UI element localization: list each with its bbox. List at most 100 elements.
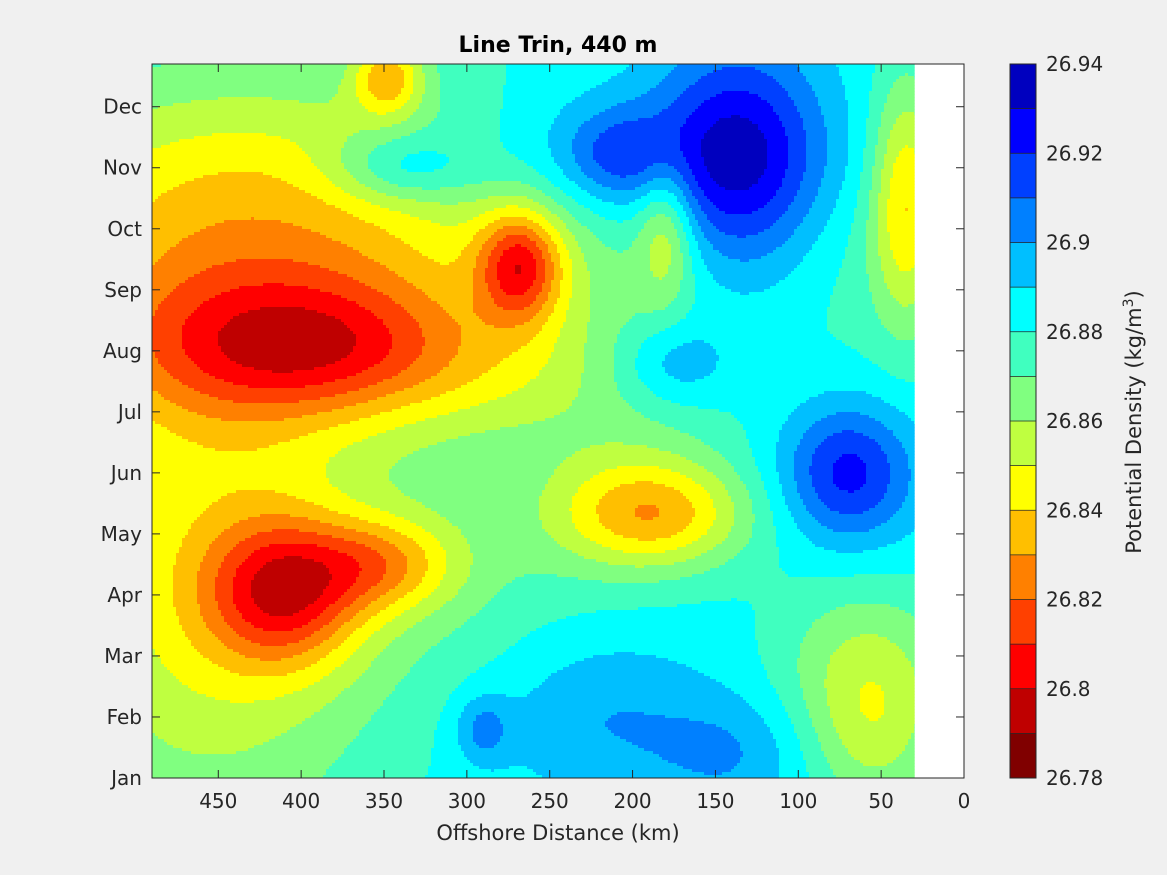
contour-cell: [155, 67, 158, 70]
contour-cell: [152, 487, 155, 490]
contour-cell: [158, 241, 161, 244]
contour-field: [152, 64, 915, 778]
contour-cell: [155, 466, 158, 469]
contour-cell: [158, 379, 161, 382]
contour-cell: [152, 448, 155, 451]
contour-cell: [158, 445, 161, 448]
contour-cell: [152, 649, 155, 652]
contour-cell: [152, 634, 155, 637]
contour-cell: [155, 133, 158, 136]
contour-cell: [158, 112, 161, 115]
contour-cell: [158, 163, 161, 166]
contour-cell: [152, 160, 155, 163]
contour-cell: [155, 652, 158, 655]
contour-cell: [152, 343, 155, 346]
contour-cell: [158, 430, 161, 433]
contour-cell: [155, 658, 158, 661]
contour-cell: [152, 355, 155, 358]
contour-cell: [158, 457, 161, 460]
contour-cell: [155, 670, 158, 673]
contour-cell: [152, 184, 155, 187]
contour-cell: [158, 181, 161, 184]
contour-cell: [152, 304, 155, 307]
contour-cell: [155, 637, 158, 640]
contour-cell: [158, 538, 161, 541]
contour-cell: [152, 703, 155, 706]
contour-cell: [152, 361, 155, 364]
contour-cell: [152, 202, 155, 205]
contour-cell: [155, 679, 158, 682]
contour-cell: [155, 571, 158, 574]
contour-cell: [158, 325, 161, 328]
contour-cell: [158, 187, 161, 190]
contour-cell: [152, 643, 155, 646]
contour-cell: [158, 118, 161, 121]
contour-cell: [158, 304, 161, 307]
contour-cell: [155, 418, 158, 421]
contour-cell: [155, 574, 158, 577]
contour-cell: [152, 646, 155, 649]
contour-cell: [152, 484, 155, 487]
contour-cell: [152, 181, 155, 184]
contour-cell: [158, 460, 161, 463]
contour-cell: [152, 379, 155, 382]
contour-cell: [158, 475, 161, 478]
contour-cell: [152, 154, 155, 157]
contour-cell: [158, 346, 161, 349]
contour-cell: [155, 97, 158, 100]
contour-cell: [155, 199, 158, 202]
contour-cell: [155, 319, 158, 322]
contour-cell: [158, 589, 161, 592]
contour-cell: [152, 127, 155, 130]
contour-cell: [152, 550, 155, 553]
contour-cell: [158, 184, 161, 187]
contour-cell: [155, 238, 158, 241]
contour-cell: [152, 316, 155, 319]
contour-cell: [152, 499, 155, 502]
contour-cell: [158, 310, 161, 313]
contour-cell: [152, 370, 155, 373]
contour-cell: [152, 709, 155, 712]
contour-cell: [155, 253, 158, 256]
contour-cell: [158, 88, 161, 91]
contour-cell: [158, 469, 161, 472]
contour-cell: [152, 673, 155, 676]
contour-cell: [152, 694, 155, 697]
contour-cell: [152, 757, 155, 760]
contour-cell: [152, 772, 155, 775]
contour-cell: [158, 559, 161, 562]
contour-cell: [155, 622, 158, 625]
contour-cell: [155, 445, 158, 448]
contour-cell: [158, 478, 161, 481]
contour-cell: [152, 712, 155, 715]
contour-cell: [155, 607, 158, 610]
contour-cell: [155, 493, 158, 496]
contour-cell: [158, 556, 161, 559]
contour-cell: [155, 631, 158, 634]
contour-cell: [155, 103, 158, 106]
contour-cell: [155, 766, 158, 769]
contour-cell: [155, 397, 158, 400]
contour-cell: [155, 292, 158, 295]
contour-cell: [152, 232, 155, 235]
contour-cell: [155, 700, 158, 703]
contour-cell: [155, 370, 158, 373]
contour-cell: [155, 517, 158, 520]
contour-cell: [152, 538, 155, 541]
contour-cell: [152, 223, 155, 226]
contour-cell: [155, 556, 158, 559]
contour-cell: [152, 307, 155, 310]
contour-cell: [152, 541, 155, 544]
contour-cell: [158, 520, 161, 523]
contour-cell: [155, 346, 158, 349]
contour-cell: [155, 697, 158, 700]
contour-cell: [155, 268, 158, 271]
contour-cell: [152, 187, 155, 190]
contour-cell: [155, 295, 158, 298]
contour-cell: [158, 211, 161, 214]
contour-cell: [155, 562, 158, 565]
contour-cell: [155, 682, 158, 685]
contour-cell: [155, 316, 158, 319]
contour-cell: [155, 760, 158, 763]
contour-cell: [152, 517, 155, 520]
